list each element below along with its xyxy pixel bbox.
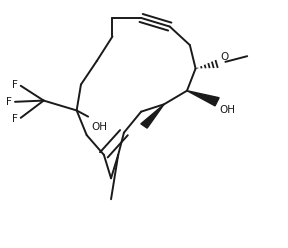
Text: F: F xyxy=(12,114,18,124)
Text: F: F xyxy=(12,80,18,90)
Text: OH: OH xyxy=(91,122,107,131)
Polygon shape xyxy=(187,91,219,106)
Polygon shape xyxy=(141,104,164,128)
Text: F: F xyxy=(6,97,12,107)
Text: O: O xyxy=(220,52,228,62)
Text: OH: OH xyxy=(219,105,235,115)
